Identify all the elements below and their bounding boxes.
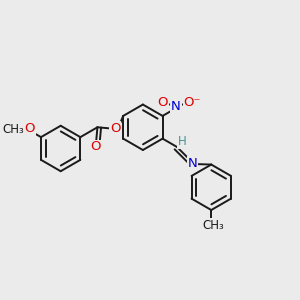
Text: H: H <box>178 135 187 148</box>
Text: O: O <box>24 122 35 135</box>
Text: ⁺: ⁺ <box>174 102 178 111</box>
Text: CH₃: CH₃ <box>3 123 24 136</box>
Text: O⁻: O⁻ <box>184 96 201 110</box>
Text: CH₃: CH₃ <box>202 219 224 232</box>
Text: O: O <box>158 96 168 110</box>
Text: N: N <box>171 100 181 113</box>
Text: O: O <box>91 140 101 154</box>
Text: N: N <box>188 157 197 169</box>
Text: O: O <box>110 122 120 135</box>
